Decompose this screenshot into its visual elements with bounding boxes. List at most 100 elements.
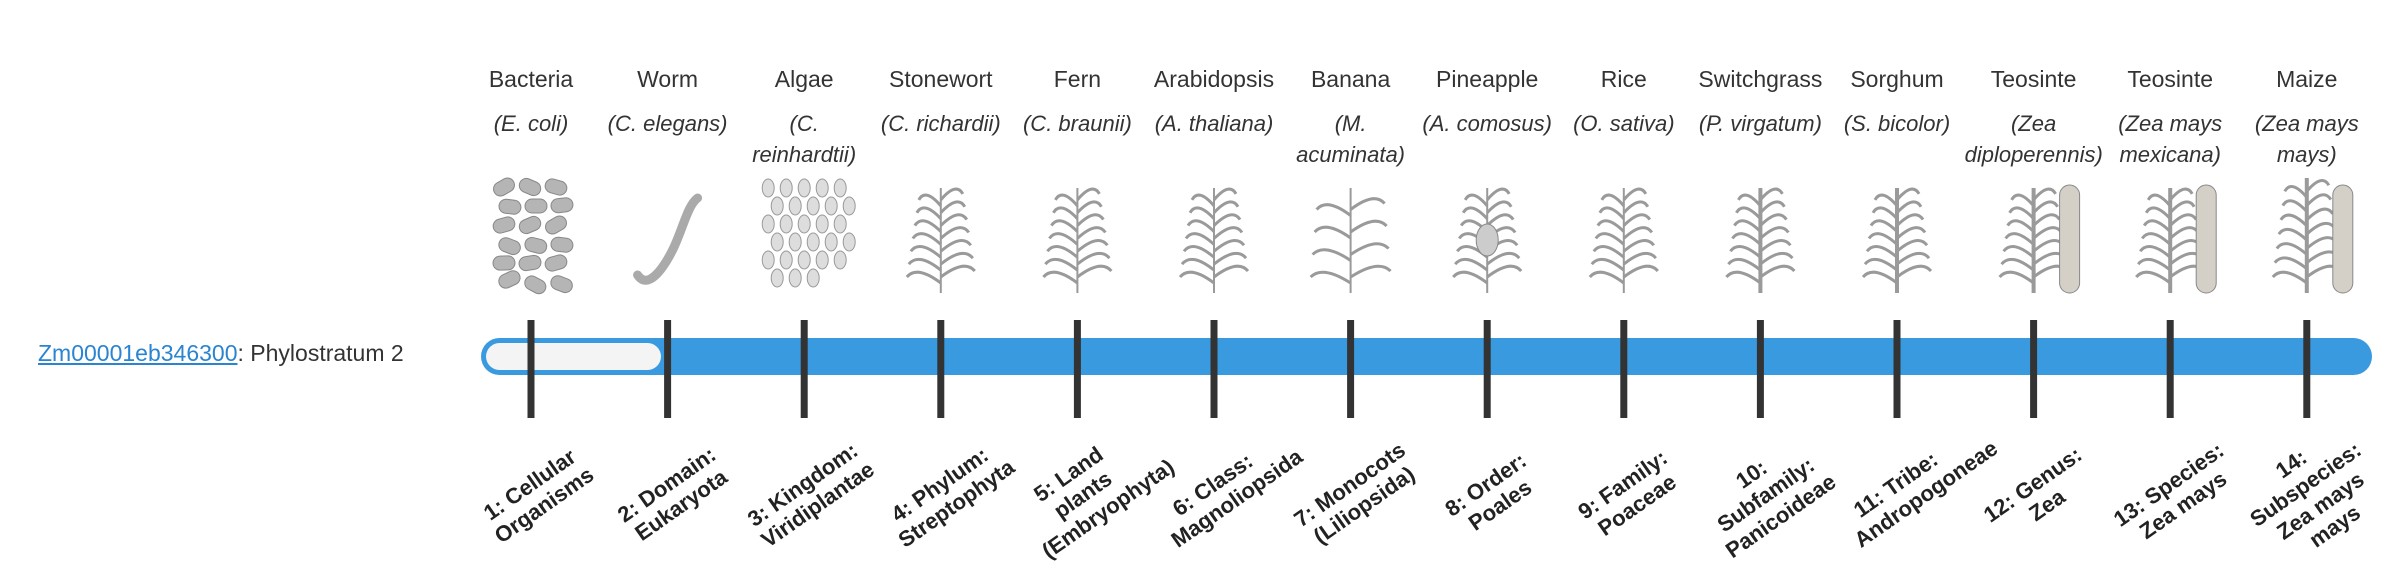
organism-name: Pineapple	[1436, 66, 1539, 92]
leaf	[1454, 257, 1489, 272]
leaf	[1486, 251, 1521, 266]
leaf	[1311, 248, 1352, 262]
leaf	[2169, 200, 2196, 214]
organism-image	[1452, 187, 1523, 293]
cell	[524, 198, 548, 214]
cell	[492, 255, 516, 271]
leaf	[1863, 257, 1898, 272]
organism-image	[761, 178, 856, 288]
organism-image	[2271, 178, 2354, 294]
leaf	[917, 193, 942, 207]
cell	[498, 198, 522, 215]
leaf	[1212, 226, 1244, 240]
species-name: (C. reinhardtii)	[752, 111, 857, 167]
cell	[493, 177, 515, 197]
phylostratum-label: : Phylostratum 2	[237, 340, 404, 366]
leaf	[1076, 226, 1107, 240]
leaf	[2139, 245, 2172, 259]
leaf	[1998, 270, 2035, 285]
cell	[545, 215, 567, 235]
leaf	[1076, 239, 1109, 253]
organism-image	[1861, 187, 1933, 293]
leaf	[2169, 226, 2200, 240]
leaf	[1076, 187, 1101, 201]
gene-link[interactable]: Zm00001eb346300	[38, 340, 238, 366]
leaf	[1622, 213, 1652, 227]
leaf	[1594, 232, 1625, 246]
leaf	[1048, 232, 1079, 246]
leaf	[1869, 219, 1899, 233]
leaf	[1737, 193, 1762, 207]
leaf	[1759, 226, 1790, 240]
algae-cell	[761, 178, 775, 198]
leaf	[1315, 203, 1352, 217]
leaf	[1759, 200, 1786, 214]
leaf	[1076, 200, 1103, 214]
leaf	[2305, 193, 2333, 207]
organism-name: Arabidopsis	[1153, 66, 1275, 92]
leaf	[1349, 264, 1392, 279]
leaf	[2277, 227, 2308, 242]
cell	[524, 236, 548, 254]
leaf	[2010, 193, 2035, 207]
algae-cell	[770, 196, 784, 216]
algae-cell	[797, 178, 811, 198]
leaf	[1212, 200, 1240, 214]
leaf	[1622, 187, 1648, 201]
cell	[524, 275, 547, 295]
leaf	[2032, 213, 2061, 227]
organism-name: Rice	[1600, 66, 1647, 92]
leaf	[2146, 193, 2172, 207]
leaf	[905, 270, 942, 285]
algae-cell	[842, 196, 856, 216]
species-name: (C. elegans)	[607, 111, 728, 136]
leaf	[1486, 187, 1511, 201]
leaf	[1731, 232, 1762, 246]
leaf	[1622, 226, 1654, 240]
leaf	[1046, 245, 1079, 259]
organism-name: Algae	[774, 66, 834, 92]
cell	[518, 215, 542, 235]
leaf	[2305, 179, 2331, 193]
leaf	[2032, 187, 2057, 201]
leaf	[1725, 270, 1762, 285]
species-name: (C. richardii)	[880, 111, 1001, 136]
organism-name: Maize	[2276, 66, 2338, 92]
worm	[633, 193, 703, 285]
cell	[550, 275, 573, 294]
leaf	[1180, 257, 1215, 272]
leaf	[1213, 264, 1250, 279]
leaf	[1349, 242, 1390, 256]
algae-cell	[797, 214, 811, 234]
stratum-bar	[481, 338, 2372, 375]
leaf	[1598, 206, 1625, 220]
leaf	[939, 187, 965, 201]
algae-cell	[842, 232, 856, 252]
leaf	[2140, 232, 2172, 246]
leaf	[1759, 239, 1792, 253]
leaf	[1759, 187, 1784, 201]
algae-cell	[833, 178, 847, 198]
leaf	[911, 232, 942, 246]
organism-name: Worm	[637, 66, 699, 92]
organism-name: Switchgrass	[1698, 66, 1823, 92]
leaf	[1076, 213, 1105, 227]
organism-image	[1178, 187, 1250, 293]
leaf	[1463, 193, 1489, 207]
leaf	[1190, 193, 1216, 207]
leaf	[913, 219, 942, 233]
cell	[518, 254, 542, 272]
leaf	[1184, 232, 1216, 246]
leaf	[1622, 264, 1659, 279]
organism-image	[1998, 184, 2081, 294]
leaf	[2275, 242, 2308, 256]
leaf	[2279, 213, 2308, 227]
leaf	[1309, 270, 1352, 285]
leaf	[939, 200, 967, 214]
species-name: (Zea mays mexicana)	[2118, 111, 2223, 167]
cell	[498, 270, 521, 289]
algae-cell	[761, 214, 775, 234]
leaf	[2273, 256, 2308, 270]
organism-name: Teosinte	[2127, 66, 2214, 92]
leaf	[1759, 251, 1794, 266]
